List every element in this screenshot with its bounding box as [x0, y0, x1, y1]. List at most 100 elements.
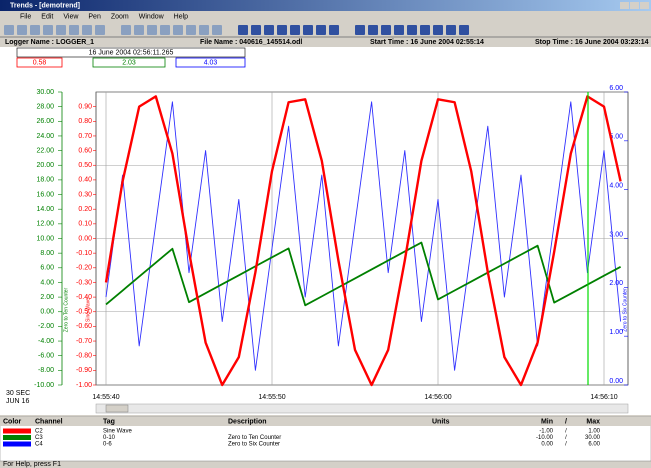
title-bar	[0, 0, 651, 11]
readout-value: 4.03	[204, 59, 218, 66]
x-tick-label: 14:55:40	[92, 394, 119, 401]
menu-item[interactable]: File	[20, 13, 31, 20]
app-window: Trends - [demotrend] File Edit View Pen Zoom…	[0, 0, 651, 468]
x-scale: 30 SEC	[6, 390, 30, 397]
toolbar-button[interactable]	[420, 25, 430, 35]
toolbar-button[interactable]	[69, 25, 79, 35]
x-tick-label: 14:56:10	[590, 394, 617, 401]
table-cell: 0-6	[103, 442, 112, 448]
y2-tick-label: -0.20	[76, 265, 92, 272]
menu-item[interactable]: Window	[139, 13, 165, 20]
toolbar-button[interactable]	[82, 25, 92, 35]
menu-item[interactable]: Help	[174, 13, 189, 20]
y3-tick-label: 1.00	[609, 329, 623, 336]
scroll-thumb[interactable]	[106, 405, 128, 412]
toolbar-button[interactable]	[394, 25, 404, 35]
scrollbar[interactable]	[96, 404, 628, 413]
toolbar-button[interactable]	[43, 25, 53, 35]
toolbar-button[interactable]	[316, 25, 326, 35]
y-tick-label: 30.00	[36, 89, 54, 96]
y2-tick-label: 0.90	[78, 103, 92, 110]
readout-value: 2.03	[122, 59, 136, 66]
table-cell: -1.00	[539, 429, 553, 435]
menu-item[interactable]: Zoom	[111, 13, 129, 20]
toolbar-button[interactable]	[290, 25, 300, 35]
y-tick-label: -2.00	[38, 323, 54, 330]
toolbar-button[interactable]	[459, 25, 469, 35]
column-header: Color	[3, 418, 22, 425]
table-cell: 0.00	[541, 442, 553, 448]
table-cell: C2	[35, 429, 43, 435]
window-controls[interactable]	[620, 2, 649, 9]
toolbar-button[interactable]	[121, 25, 131, 35]
toolbar-button[interactable]	[134, 25, 144, 35]
y2-tick-label: 0.10	[78, 221, 92, 228]
toolbar-button[interactable]	[17, 25, 27, 35]
toolbar-button[interactable]	[329, 25, 339, 35]
y2-tick-label: 0.20	[78, 206, 92, 213]
table-cell: 6.00	[588, 442, 600, 448]
table-header-bg	[0, 417, 651, 426]
toolbar-button[interactable]	[446, 25, 456, 35]
y2-tick-label: 0.70	[78, 133, 92, 140]
toolbar-button[interactable]	[277, 25, 287, 35]
menu-item[interactable]: Pen	[88, 13, 101, 20]
menu-item[interactable]: Edit	[41, 13, 53, 20]
table-cell: C4	[35, 442, 43, 448]
toolbar-button[interactable]	[199, 25, 209, 35]
start-time: Start Time : 16 June 2004 02:55:14	[370, 39, 484, 46]
y2-tick-label: -0.30	[76, 279, 92, 286]
y2-tick-label: 0.30	[78, 191, 92, 198]
file-name: File Name : 040616_145514.odl	[200, 39, 302, 46]
window-title: Trends - [demotrend]	[10, 2, 80, 9]
toolbar-button[interactable]	[212, 25, 222, 35]
toolbar-button[interactable]	[186, 25, 196, 35]
column-header: Min	[541, 418, 553, 425]
toolbar-button[interactable]	[407, 25, 417, 35]
toolbar-button[interactable]	[303, 25, 313, 35]
y2-tick-label: -0.90	[76, 367, 92, 374]
y-tick-label: -6.00	[38, 353, 54, 360]
y-tick-label: 28.00	[36, 103, 54, 110]
cursor-time: 16 June 2004 02:56:11.265	[89, 49, 174, 56]
toolbar-button[interactable]	[433, 25, 443, 35]
close-button[interactable]	[640, 2, 649, 9]
y-tick-label: 10.00	[36, 235, 54, 242]
toolbar-button[interactable]	[147, 25, 157, 35]
y-tick-label: 6.00	[40, 265, 54, 272]
toolbar-button[interactable]	[238, 25, 248, 35]
toolbar-button[interactable]	[30, 25, 40, 35]
menu-item[interactable]: View	[63, 13, 79, 20]
toolbar-button[interactable]	[251, 25, 261, 35]
toolbar-button[interactable]	[4, 25, 14, 35]
table-cell: Sine Wave	[103, 429, 132, 435]
y2-tick-label: 0.00	[78, 235, 92, 242]
column-header: Max	[586, 418, 600, 425]
y3-tick-label: 4.00	[609, 183, 623, 190]
toolbar-button[interactable]	[95, 25, 105, 35]
toolbar-button[interactable]	[264, 25, 274, 35]
y2-tick-label: 0.60	[78, 147, 92, 154]
y3-tick-label: 0.00	[609, 378, 623, 385]
y2-tick-label: 0.40	[78, 177, 92, 184]
toolbar-button[interactable]	[56, 25, 66, 35]
y-tick-label: 14.00	[36, 206, 54, 213]
maximize-button[interactable]	[630, 2, 639, 9]
status-text: For Help, press F1	[3, 461, 61, 468]
toolbar-button[interactable]	[381, 25, 391, 35]
logger-name: Logger Name : LOGGER_1	[5, 39, 94, 46]
y-tick-label: 26.00	[36, 118, 54, 125]
y-tick-label: -10.00	[34, 382, 54, 389]
toolbar-button[interactable]	[173, 25, 183, 35]
y-tick-label: 20.00	[36, 162, 54, 169]
toolbar-button[interactable]	[160, 25, 170, 35]
toolbar-button[interactable]	[368, 25, 378, 35]
toolbar-button[interactable]	[355, 25, 365, 35]
axis-title: Zero to Ten Counter	[63, 287, 69, 332]
y-tick-label: 0.00	[40, 309, 54, 316]
minimize-button[interactable]	[620, 2, 629, 9]
page: Trends - [demotrend] File Edit View Pen Zoom…	[0, 0, 651, 468]
y2-tick-label: -0.60	[76, 323, 92, 330]
y-tick-label: 24.00	[36, 133, 54, 140]
